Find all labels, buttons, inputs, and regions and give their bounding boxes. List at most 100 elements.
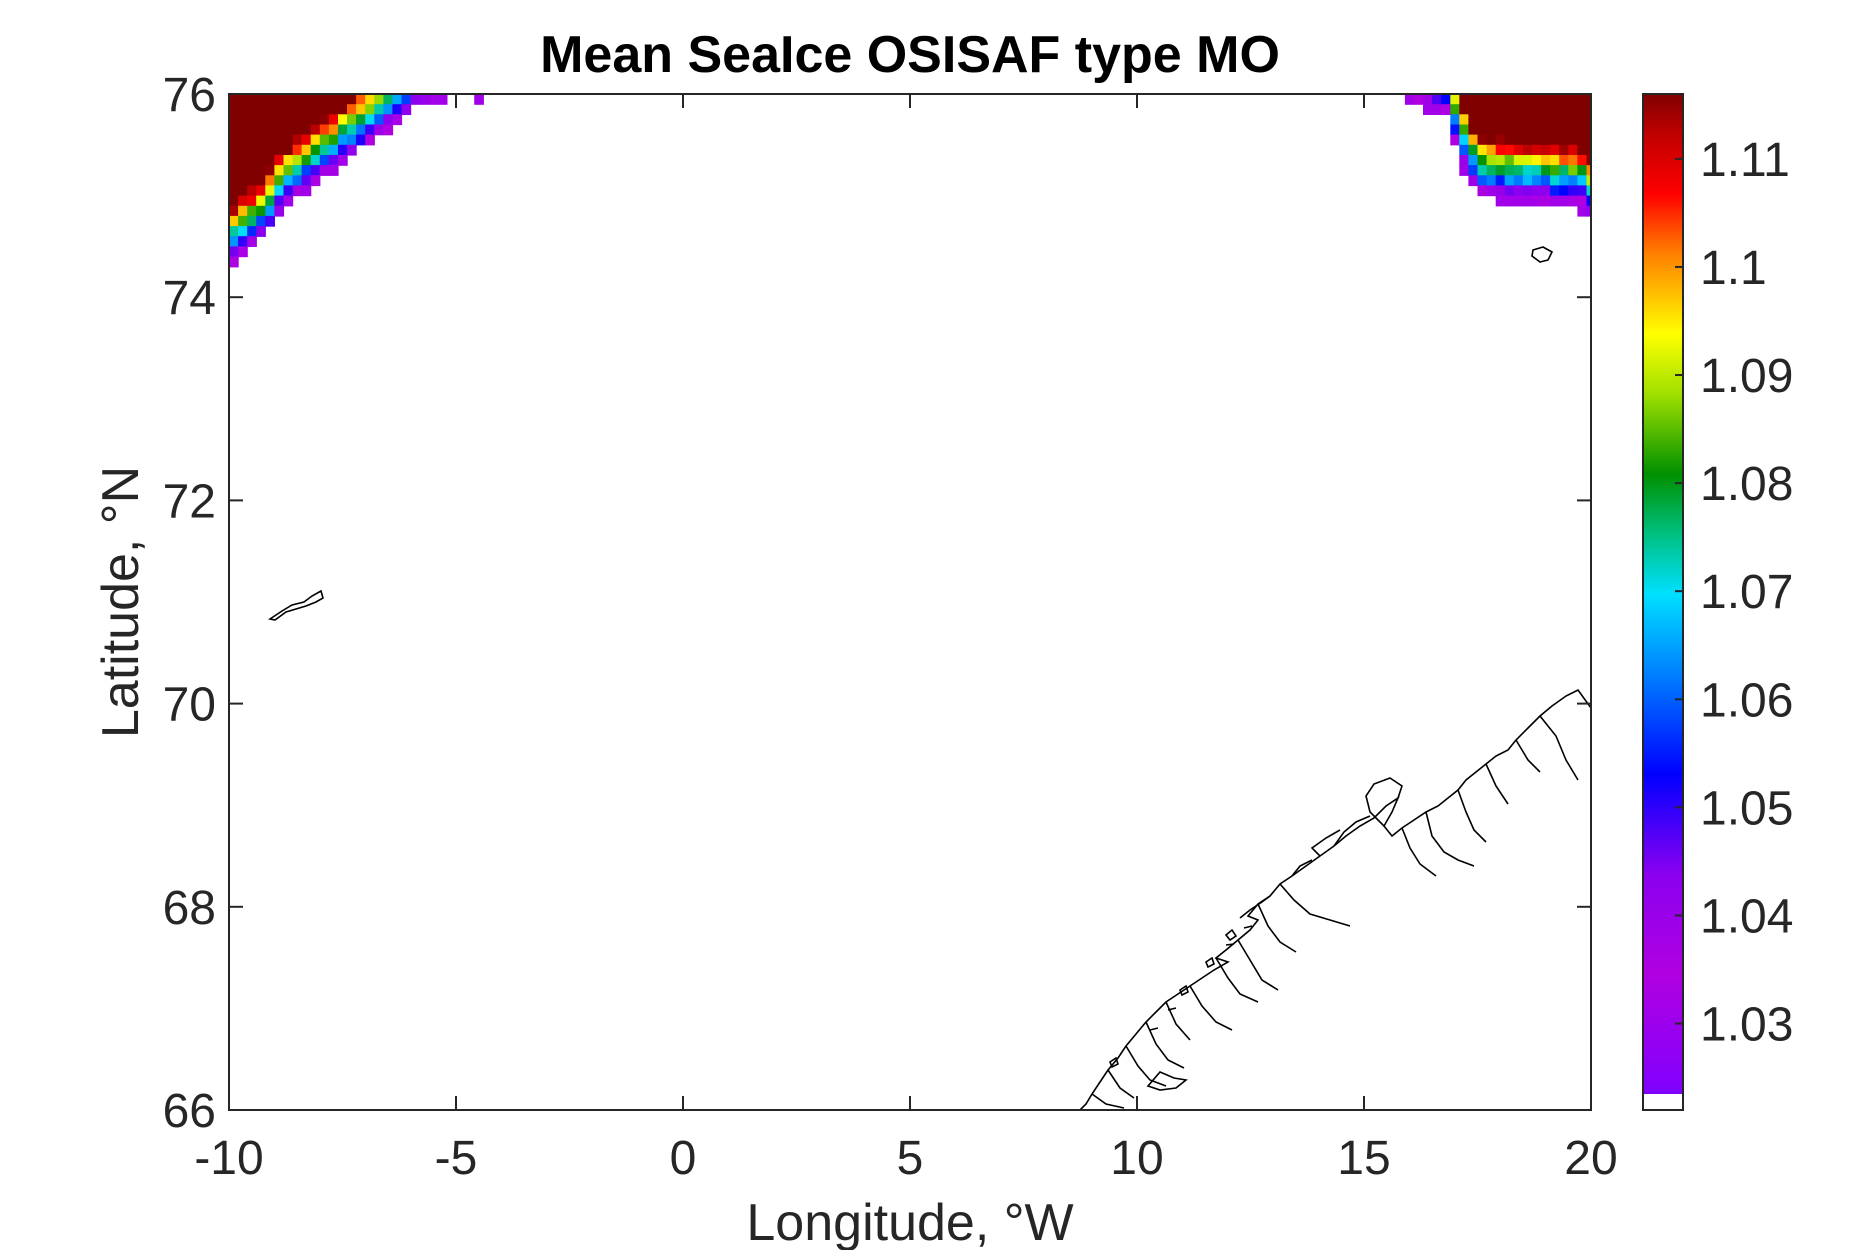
ice-cell [238,144,248,156]
ice-cell [283,134,294,146]
ice-cell [365,124,375,136]
ice-cell [238,205,248,217]
ice-cell [319,155,330,166]
ice-cell [392,104,403,115]
ice-cell [1450,94,1460,105]
ice-cell [1495,165,1506,176]
ice-cell [1550,94,1560,105]
ice-cell [292,144,303,156]
ice-cell [374,104,384,115]
ice-cell [229,236,239,247]
ice-cell [1441,104,1451,115]
ice-cell [247,205,257,217]
ice-cell [265,104,275,115]
ice-cell [1568,185,1578,197]
ice-cell [256,134,266,146]
ice-cell [1513,94,1524,105]
ice-cell [265,124,275,136]
ice-cell [247,94,257,105]
ice-cell [1477,175,1488,187]
ice-cell [274,134,285,146]
ice-cell [1586,124,1591,136]
ice-cell [1477,134,1488,146]
ice-cell [1459,165,1469,176]
colorbar-tick-label: 1.06 [1700,674,1793,727]
ice-cell [256,205,266,217]
coastlines [267,246,1591,1110]
ice-cell [283,94,294,105]
ice-cell [256,144,266,156]
bear-island-coastline [1531,246,1554,263]
ice-cell [301,134,312,146]
ice-cell [247,124,257,136]
ice-cell [1586,114,1591,126]
ice-cell [1568,114,1578,126]
ice-cell [229,226,239,237]
ice-cell [1568,124,1578,136]
ice-cell [1586,175,1591,187]
ice-cell [1550,134,1560,146]
ice-cell [374,114,384,126]
colorbar-tick-label: 1.11 [1700,134,1790,187]
ice-cell [1577,134,1588,146]
ice-cell [256,165,266,176]
ice-cell [328,165,339,176]
ice-cell [310,124,321,136]
ice-cell [1550,114,1560,126]
ice-cell [292,165,303,176]
ice-cell [283,165,294,176]
ice-cell [265,185,275,197]
ice-cell [392,114,403,126]
ice-cell [229,114,239,126]
ice-cell [1450,104,1460,115]
plot-area [229,94,1591,1110]
ice-cell [301,165,312,176]
ice-cell [265,165,275,176]
ice-cell [256,185,266,197]
ice-cell [238,185,248,197]
ice-cell [310,134,321,146]
ice-cell [1486,114,1497,126]
ice-cell [265,205,275,217]
ice-cell [1559,94,1569,105]
ice-cell [1550,155,1560,166]
ice-cell [1577,155,1588,166]
ice-cell [301,185,312,197]
ice-cell [1513,165,1524,176]
ice-cell [1486,155,1497,166]
colorbar-ticks: 1.03 1.04 1.05 1.06 1.07 1.08 1.09 1.1 1.11 [1675,134,1793,1052]
ice-cell [1486,94,1497,105]
ice-cell [1568,104,1578,115]
ice-cell [1586,134,1591,146]
ice-cell [1495,94,1506,105]
ice-cell [1577,94,1588,105]
ice-cell [301,94,312,105]
ice-cell [1468,94,1479,105]
ice-cell [229,134,239,146]
ice-cell [265,155,275,166]
ice-cell [356,134,366,146]
ice-cell [328,144,339,156]
ice-cell [1504,134,1515,146]
ice-cell [229,104,239,115]
colorbar-tick-label: 1.05 [1700,782,1793,835]
ice-cell [265,134,275,146]
ice-cell [1413,94,1424,105]
ice-cell [247,185,257,197]
ice-cell [1586,185,1591,197]
ice-cell [1468,144,1479,156]
ice-cell [256,195,266,207]
ice-cell [338,124,348,136]
ice-cell [1495,104,1506,115]
ice-cell [1423,104,1433,115]
ice-cell [301,175,312,187]
y-axis-label: Latitude, °N [92,466,150,738]
chart-title: Mean SeaIce OSISAF type MO [540,26,1280,84]
colorbar-tick-label: 1.09 [1700,350,1793,403]
ice-cell [274,195,285,207]
ice-cell [1477,104,1488,115]
ice-cell [1532,94,1542,105]
ice-cell [328,104,339,115]
ice-cell [1559,185,1569,197]
ice-cell [256,215,266,227]
